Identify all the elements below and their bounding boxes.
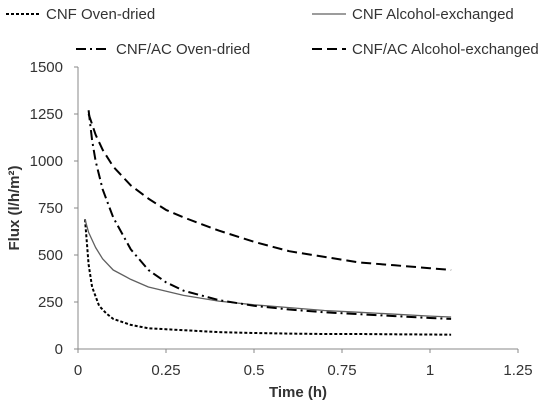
y-axis-title: Flux (l/h/m²) [6,166,23,251]
y-tick-label: 250 [38,294,63,311]
y-tick-label: 1500 [30,59,63,76]
x-axis-title: Time (h) [269,384,327,401]
series-line-4 [87,113,452,271]
y-tick-label: 750 [38,200,63,217]
legend: CNF Oven-dried CNF Alcohol-exchanged CNF/A… [6,6,539,58]
data-series [84,110,452,336]
y-tick-label: 1000 [30,153,63,170]
y-tick-label: 1250 [30,106,63,123]
y-tick-label: 0 [55,341,63,358]
series-line-1 [84,219,452,336]
legend-label: CNF Alcohol-exchanged [352,6,514,23]
series-line-3 [87,110,452,320]
x-tick-label: 0.25 [151,362,180,379]
series-line-2 [84,219,452,318]
x-axis-ticks: 0 0.25 0.5 0.75 1 1.25 [74,349,533,379]
y-axis-ticks: 0 250 500 750 1000 1250 1500 [30,59,78,358]
x-tick-label: 0.75 [327,362,356,379]
axes: 0 0.25 0.5 0.75 1 1.25 0 250 500 750 1000 1250 1500… [6,59,533,401]
legend-label: CNF Oven-dried [46,6,155,23]
y-tick-label: 500 [38,247,63,264]
legend-label: CNF/AC Oven-dried [116,41,250,58]
legend-label: CNF/AC Alcohol-exchanged [352,41,539,58]
x-tick-label: 0 [74,362,82,379]
x-tick-label: 1.25 [503,362,532,379]
x-tick-label: 1 [426,362,434,379]
x-tick-label: 0.5 [244,362,265,379]
